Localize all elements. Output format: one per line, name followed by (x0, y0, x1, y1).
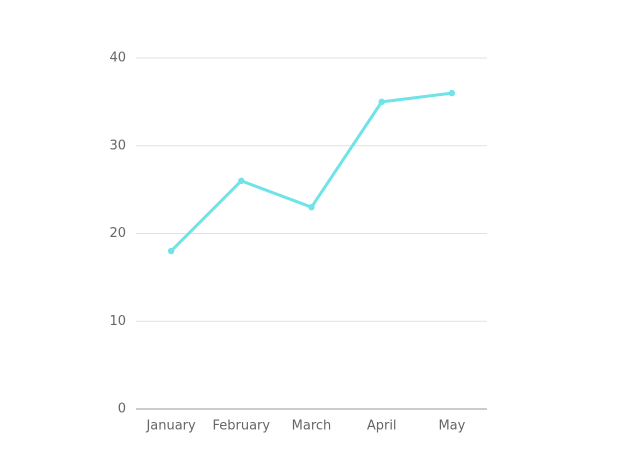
x-tick-label: March (292, 419, 332, 434)
y-tick-label: 40 (109, 51, 126, 66)
point (448, 89, 456, 97)
point (378, 98, 385, 106)
y-tick-label: 30 (109, 138, 126, 153)
y-tick-label: 10 (109, 314, 126, 329)
point (238, 177, 245, 185)
point (308, 203, 315, 211)
y-tick-label: 20 (109, 226, 126, 241)
line (170, 91, 453, 253)
y-tick-label: 0 (118, 402, 126, 417)
x-tick-label: April (367, 419, 397, 434)
x-tick-label: May (438, 419, 465, 434)
x-tick-label: February (212, 419, 270, 434)
point (167, 247, 175, 255)
x-tick-label: January (145, 419, 196, 434)
